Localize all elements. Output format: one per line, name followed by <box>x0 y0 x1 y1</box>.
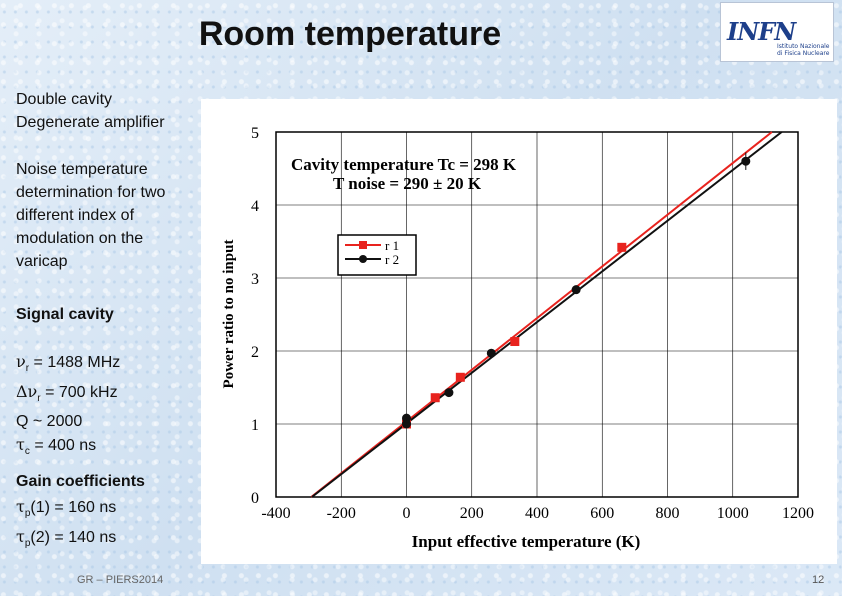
data-point-r2 <box>571 285 581 295</box>
param-tau: τc = 400 ns <box>16 435 97 458</box>
legend-marker-r1 <box>359 241 367 249</box>
fit-lines <box>310 131 783 498</box>
chart-panel: -400 -200 0 200 400 600 800 1000 1200 0 1 2 3 4 5 Cavi… <box>201 99 837 564</box>
data-point-r2 <box>402 413 411 423</box>
x-tick-label: 1200 <box>782 505 814 522</box>
gain-1: τp(1) = 160 ns <box>16 497 117 520</box>
gain-heading: Gain coefficients <box>16 473 145 490</box>
noise-line: determination for two <box>16 184 166 201</box>
y-axis-label: Power ratio to no input <box>221 240 237 389</box>
noise-text-block: Noise temperature determination for two … <box>16 158 165 273</box>
x-tick-label: 800 <box>656 505 680 522</box>
chart-title: Cavity temperature Tc = 298 K <box>291 155 517 174</box>
description-line-2: Degenerate amplifier <box>16 114 165 131</box>
noise-line: varicap <box>16 253 68 270</box>
param-dnu-value: = 700 kHz <box>45 384 118 402</box>
page-number: 12 <box>812 574 825 586</box>
description-line-1: Double cavity <box>16 91 113 108</box>
x-tick-label: 200 <box>460 505 484 522</box>
footer-conference: GR – PIERS2014 <box>77 574 164 586</box>
noise-line: Noise temperature <box>16 161 148 178</box>
x-tick-label: -400 <box>261 505 290 522</box>
param-q: Q ~ 2000 <box>16 413 83 431</box>
noise-temperature-chart: -400 -200 0 200 400 600 800 1000 1200 0 1 2 3 4 5 Cavi… <box>221 125 814 551</box>
param-nu: νr = 1488 MHz <box>16 352 121 375</box>
fit-line-1 <box>310 131 773 498</box>
x-tick-label: 600 <box>590 505 614 522</box>
legend-box <box>337 234 417 276</box>
y-tick-label: 0 <box>251 490 259 507</box>
param-nu-value: = 1488 MHz <box>33 354 121 371</box>
gain-2: τp(2) = 140 ns <box>16 527 117 550</box>
data-point-r2 <box>444 388 454 398</box>
y-tick-label: 1 <box>251 417 259 434</box>
data-points <box>402 152 751 429</box>
description-block: Double cavity Degenerate amplifier <box>16 88 165 134</box>
data-point-r1 <box>510 337 520 347</box>
plot-frame <box>275 131 799 498</box>
chart-subtitle: T noise = 290 ± 20 K <box>333 174 482 193</box>
fit-line-2 <box>311 131 783 498</box>
data-point-r1 <box>430 393 440 403</box>
noise-line: modulation on the <box>16 230 144 247</box>
data-point-r1 <box>617 242 627 252</box>
logo-subtitle: Istituto Nazionale di Fisica Nucleare <box>777 43 830 57</box>
x-tick-label: 1000 <box>717 505 749 522</box>
legend-marker-r2 <box>359 255 367 263</box>
logo-mark: INFN <box>727 17 796 46</box>
signal-params: νr = 1488 MHz Δνr = 700 kHz Q ~ 2000 τc … <box>16 350 120 464</box>
grid <box>275 131 799 498</box>
data-point-r2 <box>741 156 751 166</box>
x-axis-label: Input effective temperature (K) <box>412 532 641 551</box>
data-point-r2 <box>486 348 496 358</box>
gain-params: τp(1) = 160 ns τp(2) = 140 ns <box>16 495 116 555</box>
y-tick-label: 3 <box>251 271 259 288</box>
axis-ticks: -400 -200 0 200 400 600 800 1000 1200 0 1 2 3 4 5 <box>251 125 814 522</box>
data-point-r1 <box>455 372 465 382</box>
param-dnu: Δνr = 700 kHz <box>16 382 118 405</box>
y-tick-label: 4 <box>251 198 259 215</box>
noise-line: different index of <box>16 207 135 224</box>
gain-2-value: (2) = 140 ns <box>30 529 117 547</box>
x-tick-label: 400 <box>525 505 549 522</box>
signal-cavity-heading: Signal cavity <box>16 306 114 323</box>
param-tau-value: = 400 ns <box>34 437 97 455</box>
x-tick-label: 0 <box>403 505 411 522</box>
legend-label-1: r 1 <box>385 238 399 253</box>
slide-title: Room temperature <box>198 15 502 53</box>
legend: r 1r 2 <box>337 234 417 276</box>
x-tick-label: -200 <box>327 505 356 522</box>
legend-label-2: r 2 <box>385 252 399 267</box>
gain-1-value: (1) = 160 ns <box>30 499 117 516</box>
infn-logo: INFN Istituto Nazionale di Fisica Nuclea… <box>720 2 834 62</box>
y-tick-label: 2 <box>251 344 259 361</box>
y-tick-label: 5 <box>251 125 259 142</box>
